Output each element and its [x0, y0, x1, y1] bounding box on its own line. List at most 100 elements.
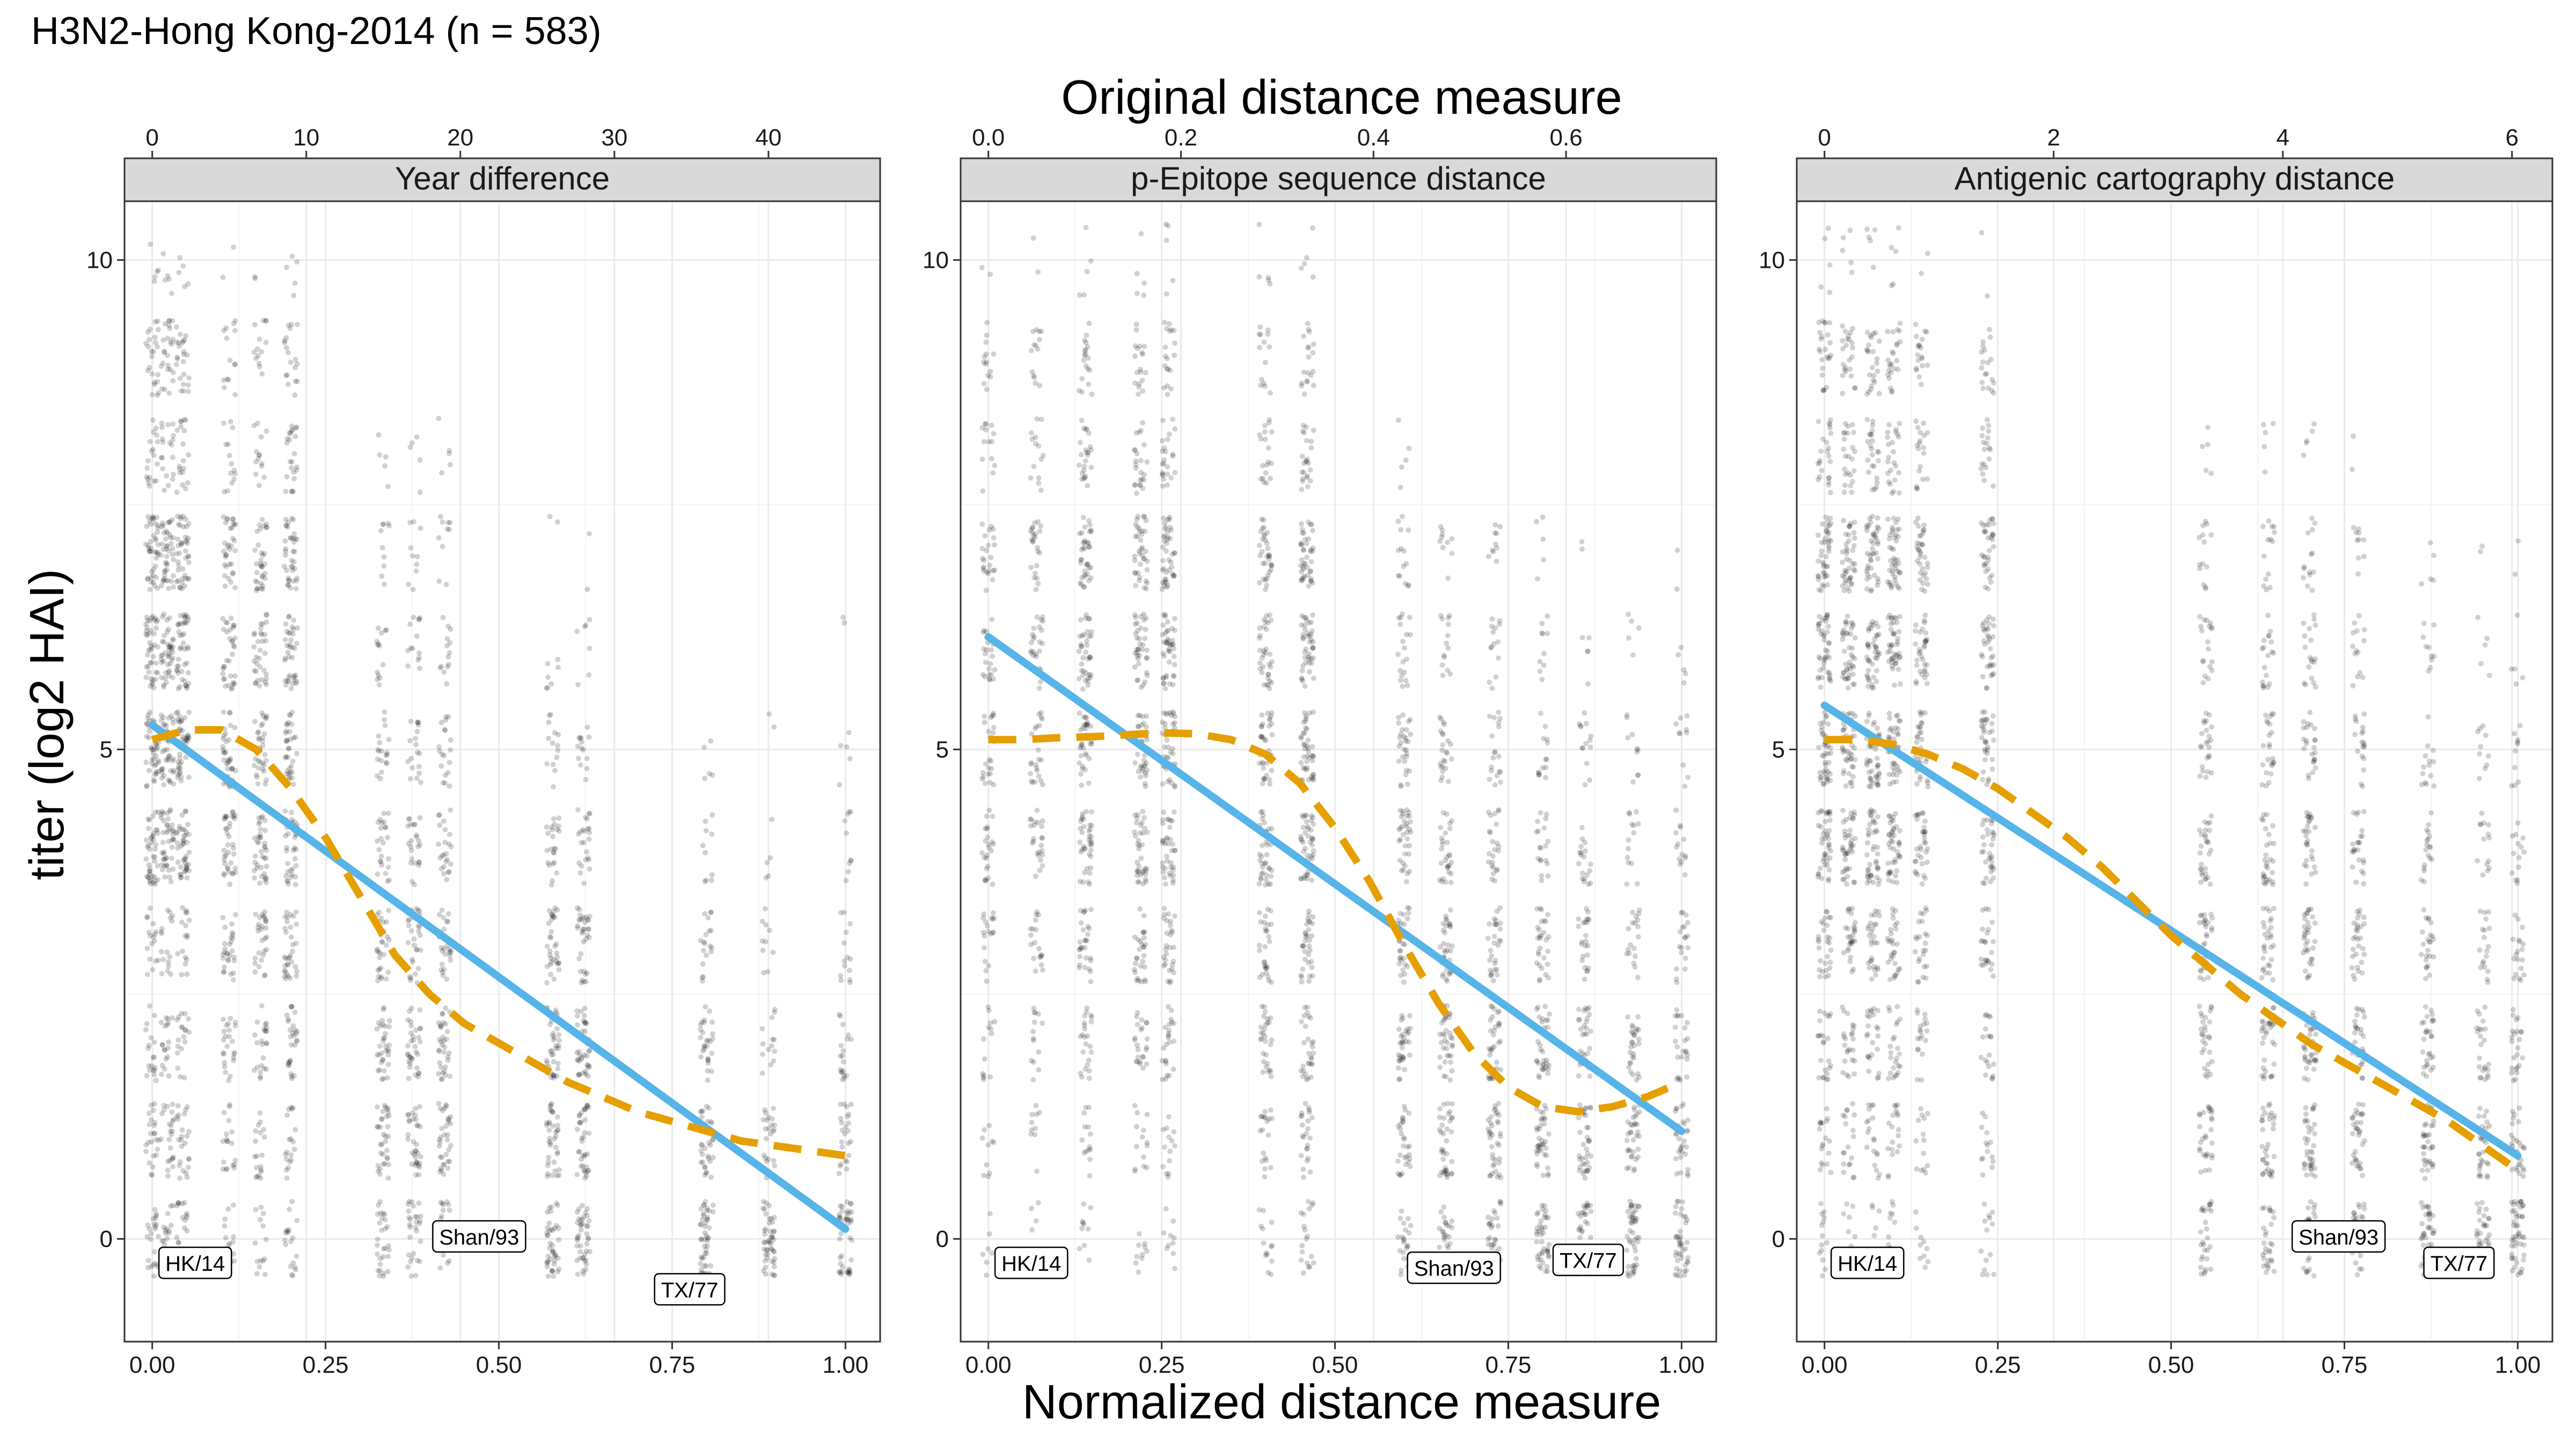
point [439, 961, 445, 967]
point [149, 615, 155, 621]
point [1088, 809, 1094, 815]
point [156, 758, 162, 764]
point [291, 1033, 297, 1038]
point [1311, 772, 1316, 778]
point [161, 684, 167, 690]
point [1302, 934, 1308, 940]
point [1079, 742, 1085, 748]
point [159, 1111, 165, 1116]
point [1166, 1135, 1172, 1140]
point [1137, 482, 1143, 488]
point [545, 1253, 551, 1259]
point [1166, 816, 1172, 822]
point [166, 276, 172, 282]
point [585, 926, 591, 932]
point [182, 662, 188, 668]
point [150, 1055, 156, 1060]
point [1144, 1020, 1150, 1026]
point [153, 771, 159, 777]
point [984, 1272, 990, 1278]
point [161, 611, 167, 617]
point [155, 461, 160, 467]
point [151, 515, 156, 521]
point [165, 1054, 171, 1060]
point [1299, 974, 1305, 980]
point [1269, 1037, 1275, 1043]
point [1135, 514, 1141, 519]
point [230, 681, 236, 687]
point [221, 548, 226, 554]
point [287, 712, 292, 718]
point [288, 585, 294, 591]
point [1138, 774, 1144, 780]
point [1138, 231, 1144, 237]
point [981, 558, 987, 564]
point [844, 1036, 850, 1042]
point [144, 465, 150, 471]
point [183, 1170, 189, 1176]
point [290, 488, 296, 494]
point [176, 629, 182, 635]
point [1089, 823, 1094, 829]
point [986, 963, 992, 969]
point [447, 831, 452, 837]
point [171, 557, 177, 562]
point [1162, 345, 1168, 350]
point [981, 646, 987, 652]
point [839, 1139, 845, 1145]
point [1261, 524, 1267, 530]
point [163, 650, 168, 656]
point [179, 1011, 184, 1016]
point [290, 1139, 296, 1145]
point [180, 905, 186, 911]
point [544, 943, 550, 949]
point [381, 952, 387, 957]
point [151, 379, 157, 385]
point [544, 1058, 550, 1064]
point [414, 1257, 420, 1263]
point [228, 860, 234, 866]
point [1302, 746, 1308, 752]
point [382, 717, 387, 723]
point [1135, 1058, 1140, 1064]
point [413, 568, 419, 574]
point [286, 675, 292, 680]
point [184, 1104, 190, 1110]
point [383, 627, 389, 633]
point [184, 829, 189, 835]
point [1144, 1111, 1150, 1117]
point [385, 865, 391, 870]
point [180, 338, 186, 344]
point [264, 777, 269, 783]
point [551, 784, 556, 790]
point [555, 1269, 561, 1275]
point [445, 1116, 451, 1122]
point [165, 1020, 171, 1026]
point [149, 1172, 155, 1178]
point [846, 730, 852, 736]
point [1036, 685, 1042, 691]
point [255, 353, 261, 358]
point [703, 877, 709, 883]
point [168, 971, 173, 977]
point [545, 1232, 551, 1238]
point [1269, 659, 1275, 665]
point [708, 1119, 714, 1125]
point [1082, 1022, 1088, 1028]
point [587, 617, 592, 623]
point [556, 967, 562, 972]
point [164, 1235, 170, 1241]
point [1262, 1026, 1267, 1032]
point [170, 1203, 176, 1209]
point [176, 1014, 181, 1020]
point [282, 963, 288, 969]
point [581, 1153, 587, 1159]
point [152, 772, 158, 778]
point [221, 1159, 226, 1165]
point [552, 905, 558, 911]
point [165, 482, 171, 488]
point [1269, 867, 1275, 873]
point [1144, 580, 1150, 586]
point [772, 1049, 778, 1054]
point [416, 1071, 422, 1077]
